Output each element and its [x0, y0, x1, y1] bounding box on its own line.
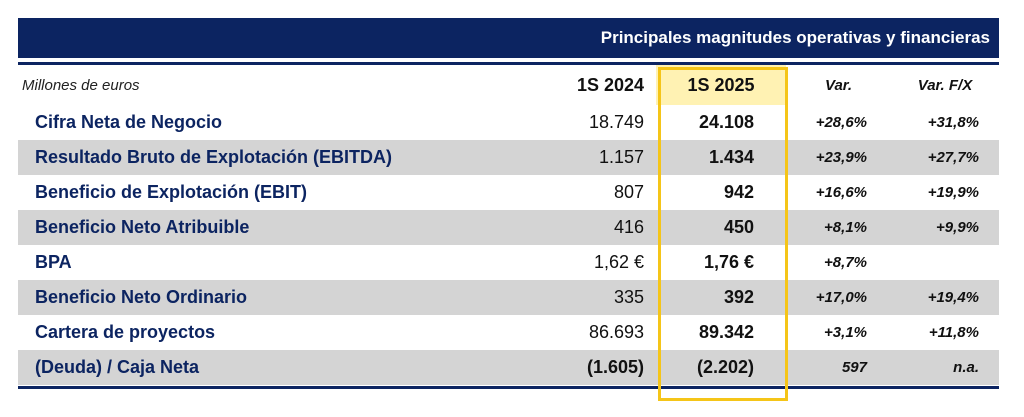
value-var-fx: +19,4%	[891, 280, 999, 315]
value-1s-2024: 335	[523, 280, 656, 315]
value-1s-2024: (1.605)	[523, 350, 656, 385]
value-var: +28,6%	[815, 114, 867, 131]
table-title-bar: Principales magnitudes operativas y fina…	[18, 18, 999, 58]
value-var-fx: n.a.	[891, 350, 999, 385]
header-1s-2024: 1S 2024	[576, 74, 644, 95]
row-label: Resultado Bruto de Explotación (EBITDA)	[18, 140, 523, 175]
value-var-fx: +19,9%	[927, 184, 979, 201]
value-var: +16,6%	[815, 184, 867, 201]
value-1s-2024: 807	[613, 182, 644, 202]
value-var: +8,1%	[786, 210, 891, 245]
value-1s-2024: 18.749	[588, 112, 644, 132]
value-var: +17,0%	[786, 280, 891, 315]
row-label: Cifra Neta de Negocio	[35, 112, 223, 132]
table-title: Principales magnitudes operativas y fina…	[600, 28, 990, 47]
value-1s-2025: 450	[656, 210, 786, 245]
row-label: Cartera de proyectos	[35, 322, 216, 342]
value-var: +23,9%	[786, 140, 891, 175]
top-rule	[18, 62, 999, 65]
table-row: (Deuda) / Caja Neta (1.605) (2.202) 597 …	[18, 350, 999, 385]
table-row: Beneficio Neto Ordinario 335 392 +17,0% …	[18, 280, 999, 315]
value-1s-2025: 942	[723, 182, 754, 202]
header-1s-2025: 1S 2025	[656, 65, 786, 105]
value-var-fx: +9,9%	[891, 210, 999, 245]
value-1s-2025: 392	[656, 280, 786, 315]
value-1s-2025: (2.202)	[656, 350, 786, 385]
row-label: BPA	[35, 252, 72, 272]
financial-table: Millones de euros 1S 2024 1S 2025 Var. V…	[18, 65, 999, 385]
value-1s-2025: 89.342	[698, 322, 754, 342]
table-row: Beneficio Neto Atribuible 416 450 +8,1% …	[18, 210, 999, 245]
row-label: Beneficio de Explotación (EBIT)	[35, 182, 308, 202]
value-var: 597	[786, 350, 891, 385]
value-var-fx: +11,8%	[928, 324, 979, 341]
row-label: Beneficio Neto Atribuible	[18, 210, 523, 245]
value-1s-2024: 86.693	[588, 322, 644, 342]
financial-table-frame: Principales magnitudes operativas y fina…	[18, 18, 999, 389]
header-var: Var.	[825, 76, 852, 94]
table-row: Resultado Bruto de Explotación (EBITDA) …	[18, 140, 999, 175]
unit-label: Millones de euros	[22, 76, 140, 94]
row-label: (Deuda) / Caja Neta	[18, 350, 523, 385]
header-var-fx: Var. F/X	[917, 76, 973, 94]
value-var-fx: +27,7%	[891, 140, 999, 175]
value-var: +8,7%	[824, 254, 867, 271]
table-row: Cartera de proyectos 86.693 89.342 +3,1%…	[18, 315, 999, 350]
value-1s-2025: 1,76 €	[703, 252, 754, 272]
value-1s-2024: 1.157	[523, 140, 656, 175]
table-row: Beneficio de Explotación (EBIT) 807 942 …	[18, 175, 999, 210]
value-1s-2024: 1,62 €	[593, 252, 644, 272]
value-1s-2025: 24.108	[698, 112, 754, 132]
value-var-fx	[891, 245, 999, 280]
table-header-row: Millones de euros 1S 2024 1S 2025 Var. V…	[18, 65, 999, 105]
table-row: BPA 1,62 € 1,76 € +8,7%	[18, 245, 999, 280]
value-var: +3,1%	[824, 324, 867, 341]
value-1s-2024: 416	[523, 210, 656, 245]
table-row: Cifra Neta de Negocio 18.749 24.108 +28,…	[18, 105, 999, 140]
bottom-rule	[18, 386, 999, 389]
row-label: Beneficio Neto Ordinario	[18, 280, 523, 315]
value-var-fx: +31,8%	[927, 114, 979, 131]
value-1s-2025: 1.434	[656, 140, 786, 175]
